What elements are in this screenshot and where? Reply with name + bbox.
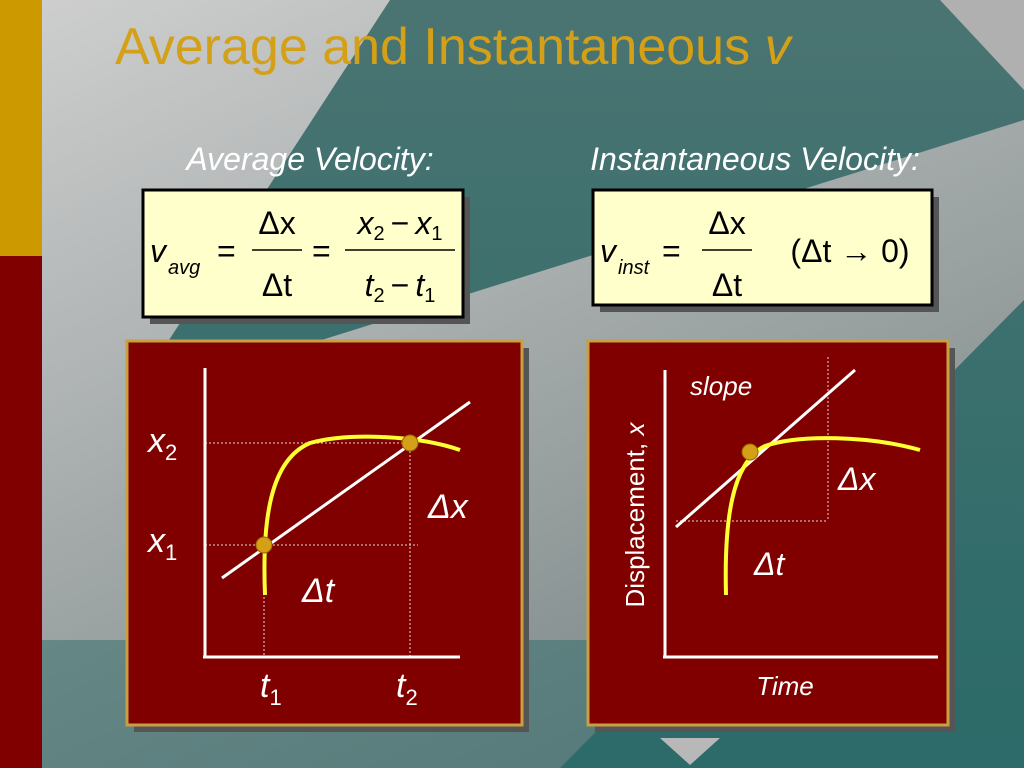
- axis-label: x2: [146, 422, 177, 465]
- delta-label: Δx: [837, 461, 876, 497]
- graph-panel: [125, 339, 524, 727]
- delta-label: Δt: [753, 546, 785, 582]
- delta-label: Δx: [427, 488, 469, 526]
- background-corner: [940, 0, 1024, 90]
- slope-label: slope: [690, 371, 752, 401]
- side-strip-red: [0, 256, 42, 768]
- tangent-line: [675, 368, 856, 529]
- delta-label: Δt: [301, 572, 336, 610]
- curve: [723, 436, 921, 596]
- left-graph: x2 x1 Δx Δt t1 t2: [146, 368, 471, 710]
- slide-title: Average and Instantaneous v: [115, 18, 794, 76]
- formula-box: [591, 188, 934, 307]
- formula-text: t2− t1: [365, 267, 436, 307]
- formula-text: Δx: [708, 205, 745, 241]
- point: [741, 443, 759, 461]
- point: [255, 536, 273, 554]
- formula-text: v: [150, 233, 168, 269]
- formula-text: x2− x1: [356, 205, 443, 245]
- axis-label: t2: [396, 667, 418, 710]
- formula-text: (Δt → 0): [790, 233, 909, 269]
- background-arrow: [660, 738, 720, 765]
- formula-text: avg: [168, 257, 200, 279]
- graph-panel: [586, 339, 950, 727]
- point: [401, 434, 419, 452]
- formula-text: Δx: [258, 205, 295, 241]
- y-axis-label: Displacement, x: [620, 422, 650, 608]
- axis-label: t1: [260, 667, 282, 710]
- formula-text: =: [662, 233, 681, 269]
- heading: Instantaneous Velocity:: [590, 141, 920, 177]
- formula-text: inst: [618, 257, 651, 279]
- axis-label: x1: [146, 522, 177, 565]
- formula-text: Δt: [262, 267, 292, 303]
- formula-text: v: [600, 233, 618, 269]
- x-axis-label: Time: [756, 671, 814, 701]
- formula-box: [141, 188, 465, 319]
- heading: Average Velocity:: [184, 141, 433, 177]
- formula-text: =: [217, 233, 236, 269]
- formula-text: Δt: [712, 267, 742, 303]
- side-strip-gold: [0, 0, 42, 256]
- formula-text: =: [312, 233, 331, 269]
- right-graph: slope Δx Δt Time Displacement, x: [620, 357, 938, 701]
